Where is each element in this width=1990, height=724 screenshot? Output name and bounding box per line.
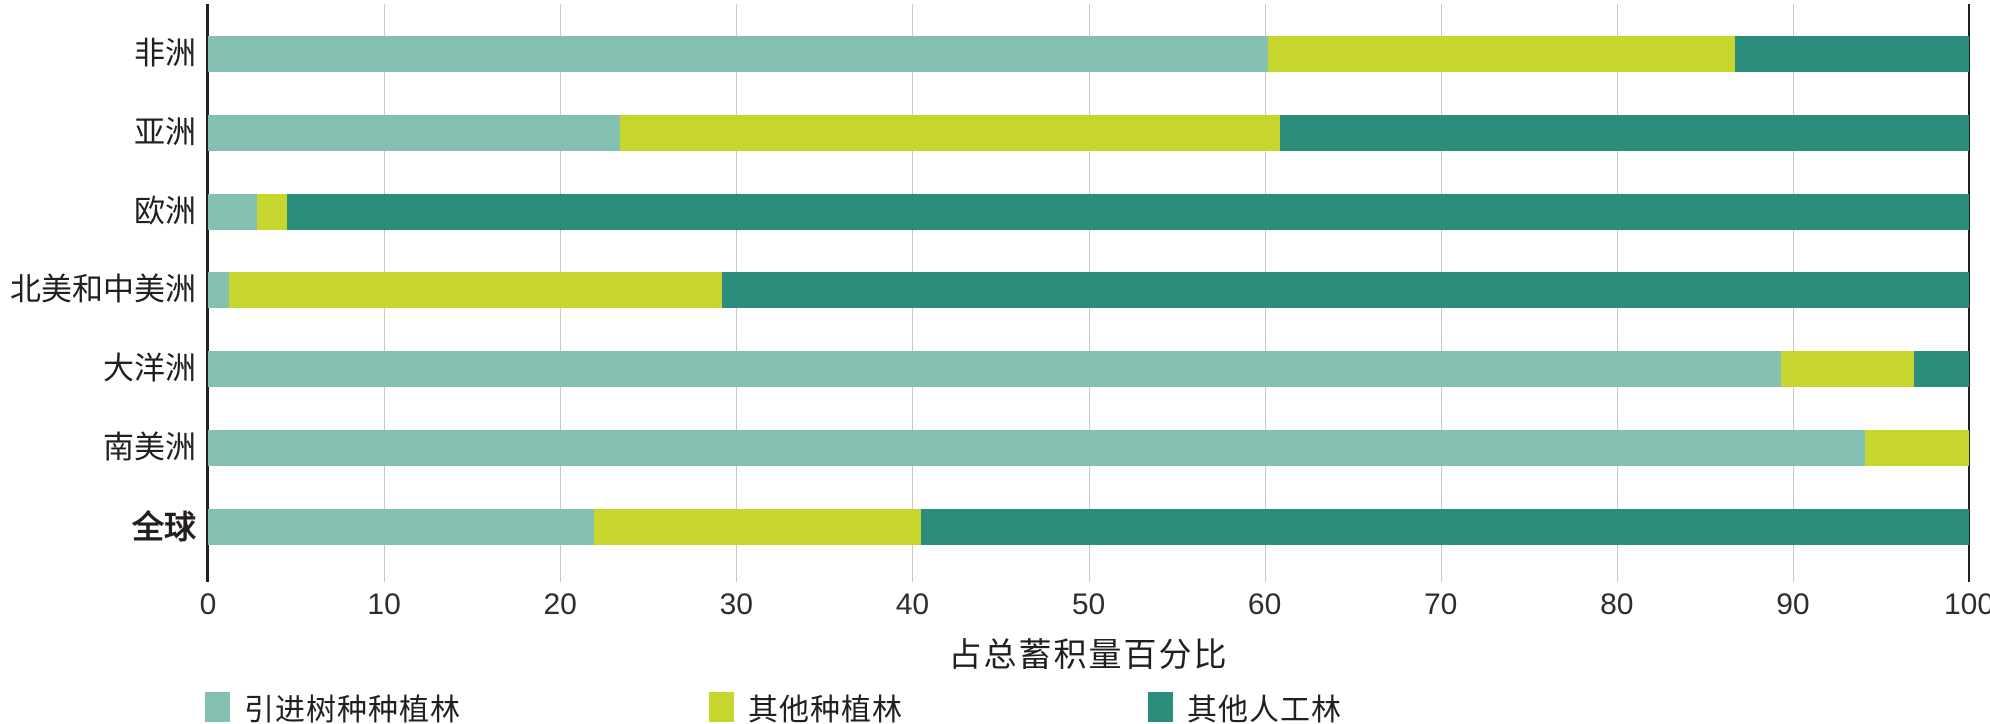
legend-swatch-icon [205, 692, 230, 722]
legend-item: 其他种植林 [709, 690, 903, 724]
bar-segment [620, 114, 1281, 151]
bar-segment [593, 508, 922, 545]
legend-swatch-icon [1148, 692, 1173, 722]
bar-segment [208, 114, 621, 151]
category-label: 大洋洲 [103, 351, 196, 387]
bar-row-6 [208, 430, 1969, 467]
x-tick-label: 0 [199, 588, 217, 621]
category-label: 北美和中美洲 [10, 272, 196, 308]
bar-segment [208, 508, 594, 545]
bar-segment [1280, 114, 1969, 151]
bar-segment [229, 272, 723, 309]
x-tick-label: 20 [543, 588, 577, 621]
bar-row-1 [208, 36, 1969, 72]
legend-item: 引进树种种植林 [205, 690, 461, 724]
gridline-100 [1968, 4, 1970, 582]
x-tick-label: 90 [1776, 588, 1810, 621]
bar-row-2 [208, 114, 1969, 151]
bar-segment [1914, 351, 1969, 388]
bar-row-5 [208, 351, 1969, 388]
x-tick-label: 60 [1247, 588, 1282, 621]
bar-segment [1865, 430, 1969, 467]
legend-swatch-icon [709, 692, 734, 722]
bar-row-3 [208, 193, 1969, 230]
bar-segment [1268, 36, 1735, 72]
legend-item: 其他人工林 [1148, 690, 1342, 724]
legend-label: 其他人工林 [1187, 694, 1342, 724]
x-tick-label: 50 [1071, 588, 1106, 621]
x-axis-title: 占总蓄积量百分比 [948, 636, 1229, 673]
bar-segment [1734, 36, 1969, 72]
x-tick-label: 10 [367, 588, 401, 621]
x-tick-label: 80 [1600, 588, 1634, 621]
x-tick-label: 30 [719, 588, 753, 621]
bar-segment [208, 272, 230, 309]
bar-segment [208, 430, 1866, 467]
plot-area [206, 0, 1970, 582]
chart-legend: 引进树种种植林 其他种植林 其他人工林 [0, 690, 1990, 724]
bar-segment [208, 351, 1781, 388]
category-label: 全球 [131, 508, 196, 545]
bar-segment [287, 193, 1969, 230]
category-label: 非洲 [134, 36, 196, 71]
bar-row-4 [208, 272, 1969, 309]
x-tick-label: 40 [895, 588, 930, 621]
bar-segment [1780, 351, 1915, 388]
legend-label: 引进树种种植林 [244, 694, 461, 724]
legend-label: 其他种植林 [748, 694, 903, 724]
x-tick-label: 70 [1424, 588, 1458, 621]
bar-segment [208, 36, 1269, 72]
x-tick-label: 100 [1943, 588, 1990, 621]
category-label: 南美洲 [103, 430, 196, 466]
bar-segment [921, 508, 1969, 545]
bar-segment [257, 193, 288, 230]
category-label: 亚洲 [134, 114, 196, 150]
category-label: 欧洲 [134, 193, 196, 229]
bar-segment [208, 193, 258, 230]
y-axis-line [206, 4, 209, 582]
bar-row-7 [208, 508, 1969, 545]
bar-segment [722, 272, 1969, 309]
